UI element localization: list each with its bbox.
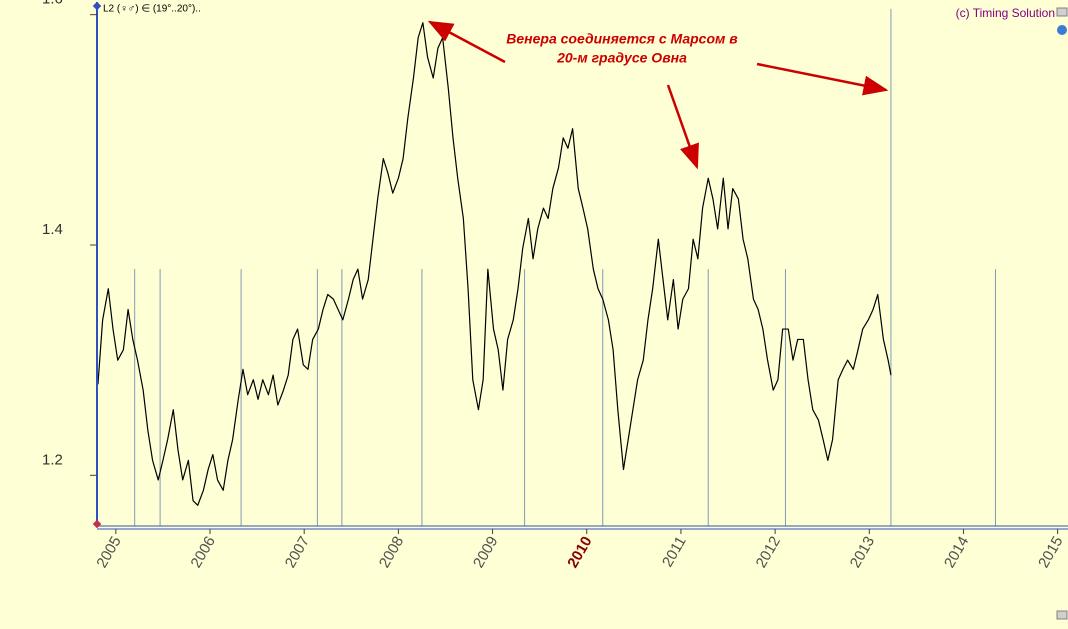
annotation: Венера соединяется с Марсом в [506, 31, 738, 47]
annotation-arrow [756, 62, 889, 96]
plot-area [97, 2, 1068, 526]
scroll-button[interactable] [1056, 7, 1068, 17]
scroll-button[interactable] [1056, 610, 1068, 620]
copyright: (c) Timing Solution [956, 6, 1055, 20]
price-line [97, 22, 892, 506]
y-tick-label: 1.2 [42, 451, 63, 468]
y-tick-label: 1.4 [42, 221, 63, 238]
annotation: 20-м градусе Овна [556, 50, 687, 66]
header-label: L2 (♀♂) ∈ (19°..20°).. [103, 4, 201, 15]
globe-icon[interactable] [1057, 25, 1067, 35]
plot [97, 8, 996, 526]
annotation-arrow [427, 20, 506, 64]
y-tick-label: 1.6 [42, 0, 63, 8]
annotation-arrow [666, 84, 699, 170]
